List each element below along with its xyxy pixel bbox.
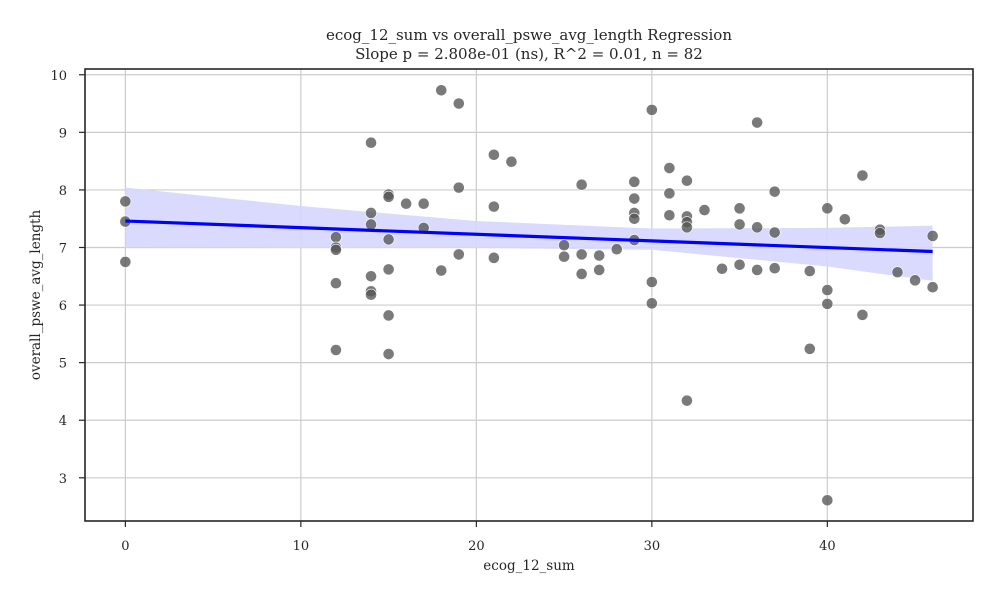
data-point bbox=[751, 264, 764, 276]
data-point bbox=[751, 116, 764, 129]
data-point bbox=[330, 243, 342, 256]
data-point bbox=[435, 264, 448, 277]
y-tick-label: 8 bbox=[59, 184, 67, 199]
y-tick-label: 10 bbox=[50, 69, 67, 84]
data-point bbox=[733, 258, 746, 271]
data-point bbox=[768, 262, 781, 275]
data-point bbox=[874, 227, 886, 240]
x-axis-label: ecog_12_sum bbox=[483, 558, 575, 574]
data-point bbox=[645, 103, 658, 116]
data-point bbox=[365, 270, 377, 283]
data-point bbox=[628, 175, 641, 188]
data-point bbox=[488, 251, 500, 264]
y-tick-label: 5 bbox=[59, 357, 67, 372]
data-point bbox=[838, 213, 851, 226]
y-tick-label: 7 bbox=[59, 241, 67, 256]
data-point bbox=[382, 309, 395, 322]
data-point bbox=[365, 218, 377, 231]
data-point bbox=[926, 230, 939, 242]
data-point bbox=[382, 263, 395, 276]
data-point bbox=[558, 250, 570, 263]
y-tick-label: 4 bbox=[59, 414, 67, 429]
data-point bbox=[891, 266, 904, 279]
data-point bbox=[645, 297, 658, 310]
confidence-band-layer bbox=[125, 187, 933, 281]
data-point bbox=[751, 221, 764, 234]
data-point bbox=[119, 255, 132, 268]
data-point bbox=[698, 204, 711, 216]
x-tick-label: 30 bbox=[644, 539, 661, 554]
data-point bbox=[610, 243, 623, 256]
grid-lines bbox=[85, 69, 973, 521]
data-point bbox=[575, 248, 588, 261]
data-point bbox=[821, 298, 834, 310]
x-tick-label: 40 bbox=[819, 539, 836, 554]
plot-frame bbox=[84, 68, 974, 522]
regression-line-layer bbox=[125, 219, 933, 254]
data-point bbox=[593, 264, 606, 276]
data-point bbox=[330, 231, 342, 244]
chart-title: ecog_12_sum vs overall_pswe_avg_length R… bbox=[326, 26, 732, 44]
data-point bbox=[382, 348, 395, 360]
data-point bbox=[365, 207, 377, 219]
data-point bbox=[733, 202, 746, 215]
data-point bbox=[663, 162, 676, 174]
data-point bbox=[681, 221, 693, 234]
data-point bbox=[909, 274, 921, 287]
data-point bbox=[768, 226, 781, 239]
data-point bbox=[681, 174, 693, 187]
data-point bbox=[663, 187, 676, 200]
x-tick-label: 20 bbox=[468, 539, 485, 554]
data-point bbox=[575, 178, 588, 191]
data-point bbox=[330, 277, 342, 290]
data-point bbox=[926, 281, 939, 294]
data-point bbox=[856, 169, 869, 182]
data-point bbox=[452, 97, 465, 110]
data-point bbox=[488, 148, 500, 161]
data-point bbox=[452, 181, 465, 194]
chart-subtitle: Slope p = 2.808e-01 (ns), R^2 = 0.01, n … bbox=[355, 45, 703, 63]
data-points-layer bbox=[119, 84, 939, 507]
x-tick-label: 0 bbox=[121, 539, 129, 554]
data-point bbox=[575, 268, 588, 280]
x-tick-label: 10 bbox=[293, 539, 310, 554]
data-point bbox=[821, 202, 834, 215]
data-point bbox=[365, 288, 377, 301]
data-point bbox=[593, 249, 606, 262]
data-point bbox=[488, 200, 500, 213]
data-point bbox=[645, 276, 658, 288]
data-point bbox=[417, 197, 430, 210]
data-point bbox=[400, 197, 413, 210]
regression-line bbox=[125, 219, 933, 254]
data-point bbox=[382, 190, 395, 203]
confidence-band bbox=[125, 187, 933, 281]
data-point bbox=[716, 262, 728, 275]
y-tick-label: 9 bbox=[59, 126, 67, 141]
y-axis-label: overall_pswe_avg_length bbox=[28, 210, 44, 381]
data-point bbox=[821, 284, 834, 297]
data-point bbox=[435, 84, 448, 97]
data-point bbox=[803, 265, 816, 278]
data-point bbox=[330, 344, 342, 356]
data-point bbox=[768, 185, 781, 198]
data-point bbox=[821, 494, 834, 507]
data-point bbox=[628, 212, 641, 225]
y-tick-label: 6 bbox=[59, 299, 67, 314]
data-point bbox=[382, 233, 395, 246]
data-point bbox=[119, 195, 132, 208]
data-point bbox=[505, 155, 518, 168]
axis-ticks: 0 10 20 30 40 3 4 5 6 7 8 9 10 bbox=[50, 69, 835, 554]
data-point bbox=[856, 308, 869, 321]
data-point bbox=[803, 342, 816, 355]
y-tick-label: 3 bbox=[59, 472, 67, 487]
data-point bbox=[663, 209, 676, 222]
data-point bbox=[452, 248, 465, 261]
data-point bbox=[733, 218, 746, 231]
data-point bbox=[365, 136, 377, 149]
data-point bbox=[681, 394, 693, 407]
data-point bbox=[628, 192, 641, 205]
data-point bbox=[558, 239, 570, 252]
